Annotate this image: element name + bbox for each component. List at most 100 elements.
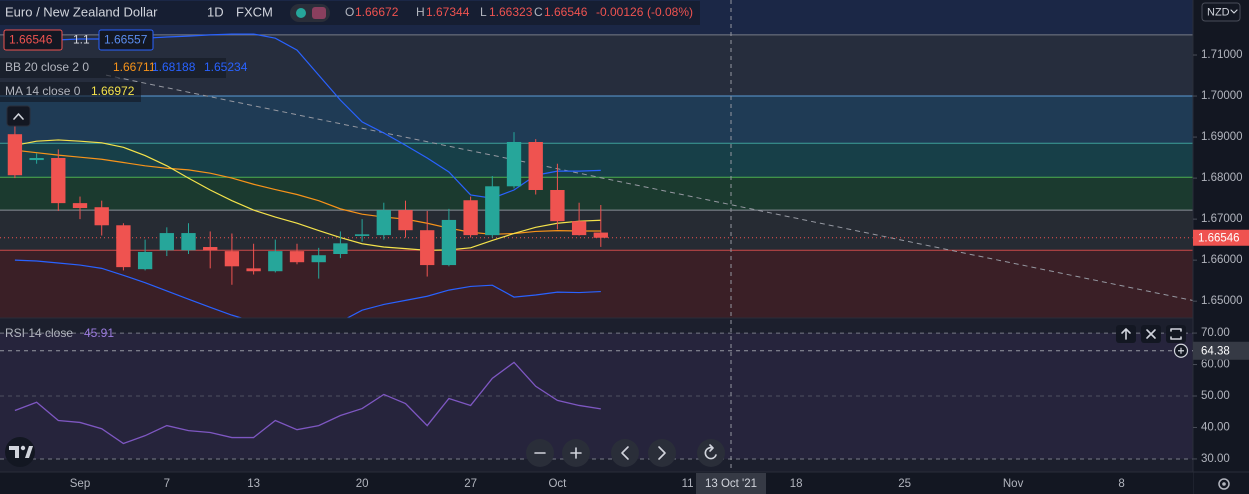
candle-body	[289, 251, 305, 263]
candle-body	[116, 225, 131, 268]
navigation-controls	[526, 439, 725, 467]
candle-body	[268, 251, 283, 272]
logo-mark	[9, 446, 19, 458]
button-background[interactable]	[6, 105, 31, 127]
candle-body	[29, 157, 44, 161]
gear-center[interactable]	[1222, 482, 1226, 486]
x-tick-label: 18	[790, 478, 803, 490]
spread: 1.1	[73, 33, 90, 47]
ohlc-value: 1.66546	[544, 5, 588, 19]
x-tick-label: 11	[682, 478, 694, 490]
legend-background	[0, 1, 700, 25]
change-percent: (-0.08%)	[647, 5, 693, 19]
fib-zone	[0, 96, 1193, 144]
indicator-legend-background	[0, 58, 226, 78]
toggle-icon[interactable]	[312, 7, 326, 19]
y-tick-label: 60.00	[1201, 359, 1230, 371]
crosshair-value-box	[1193, 341, 1249, 360]
x-tick-label: Sep	[70, 478, 90, 490]
crosshair-time-box	[696, 473, 767, 494]
market-status-toggle[interactable]	[290, 4, 330, 22]
rsi-line	[14, 361, 601, 445]
candle-body	[550, 189, 565, 222]
sell-price[interactable]: 1.66546	[9, 33, 53, 47]
toggle-dot[interactable]	[296, 8, 306, 18]
y-tick-label: 50.00	[1201, 390, 1230, 402]
candle-body	[159, 233, 174, 251]
indicator-line	[14, 139, 601, 251]
rsi-pane	[0, 332, 1193, 460]
arrow-up-icon[interactable]	[1121, 328, 1131, 340]
candle-body	[224, 251, 240, 267]
candle-body	[137, 251, 153, 270]
indicator-value: 1.66972	[91, 84, 135, 98]
collapse-legend-button[interactable]	[6, 105, 31, 127]
rsi-pane-background	[0, 318, 1193, 472]
buy-box[interactable]	[98, 29, 154, 51]
overlay	[0, 0, 1193, 472]
candle-body	[463, 200, 478, 236]
reset-icon[interactable]	[704, 444, 717, 460]
last-price-box	[1193, 229, 1249, 246]
source: FXCM	[236, 4, 273, 19]
plus-icon[interactable]	[570, 447, 582, 459]
last-price-label: 1.66546	[1198, 232, 1240, 244]
currency-label[interactable]: NZD	[1207, 6, 1230, 18]
x-tick-label: 20	[356, 478, 369, 490]
chevron-down-icon[interactable]	[1230, 9, 1238, 14]
plus-icon	[1178, 347, 1184, 354]
x-tick-label: Nov	[1003, 478, 1024, 490]
candle-body	[398, 210, 413, 231]
candle-body	[203, 247, 218, 251]
indicator-value: 1.66711	[113, 60, 156, 74]
scroll-right-button[interactable]	[648, 439, 676, 467]
rsi-value: 45.91	[84, 326, 114, 340]
reset-button[interactable]	[697, 439, 725, 467]
chevron-right-icon[interactable]	[658, 446, 666, 460]
buy-price[interactable]: 1.66557	[104, 33, 148, 47]
ohlc-label: O	[345, 5, 354, 19]
sell-box[interactable]	[3, 29, 63, 51]
x-tick-label: Oct	[548, 478, 567, 490]
logo	[5, 437, 35, 467]
candle-body	[354, 234, 370, 236]
y-tick-label: 1.67000	[1201, 213, 1243, 225]
y-tick-label: 1.66000	[1201, 254, 1243, 266]
time-axis	[0, 472, 1193, 494]
x-tick-label: 8	[1118, 478, 1124, 490]
indicator-name: MA 14 close 0	[5, 84, 81, 98]
fib-zone	[0, 250, 1193, 318]
candle-body	[571, 221, 587, 236]
interval: 1D	[207, 4, 224, 19]
x-tick-label: 27	[464, 478, 477, 490]
y-tick-label: 40.00	[1201, 422, 1230, 434]
scroll-left-button[interactable]	[611, 439, 639, 467]
settings-button[interactable]	[1218, 478, 1230, 490]
y-tick-label: 1.70000	[1201, 90, 1243, 102]
y-tick-label: 1.68000	[1201, 172, 1243, 184]
candle-body	[72, 203, 88, 209]
candle-body	[181, 233, 196, 251]
currency-button[interactable]: NZD	[1201, 2, 1241, 22]
symbol-title: Euro / New Zealand Dollar	[5, 4, 158, 19]
candle-body	[7, 134, 23, 176]
fib-zone	[0, 177, 1193, 211]
chevron-up-icon[interactable]	[13, 113, 24, 120]
maximize-icon[interactable]	[1170, 328, 1182, 340]
close-icon[interactable]	[1146, 329, 1156, 339]
maximize-pane-button[interactable]	[1166, 325, 1186, 343]
crosshair-time-label: 13 Oct '21	[705, 478, 757, 490]
pane-buttons	[1116, 325, 1186, 343]
indicator-line	[14, 149, 601, 235]
indicator-legend-background	[0, 82, 141, 102]
chevron-left-icon[interactable]	[621, 446, 629, 460]
button-background[interactable]	[1201, 2, 1241, 22]
ohlc-value: 1.66672	[355, 5, 399, 19]
candle-body	[311, 255, 326, 263]
candle-body	[441, 219, 457, 266]
indicator-line	[14, 259, 601, 318]
gear-icon[interactable]	[1218, 478, 1230, 490]
candle-body	[246, 268, 261, 272]
